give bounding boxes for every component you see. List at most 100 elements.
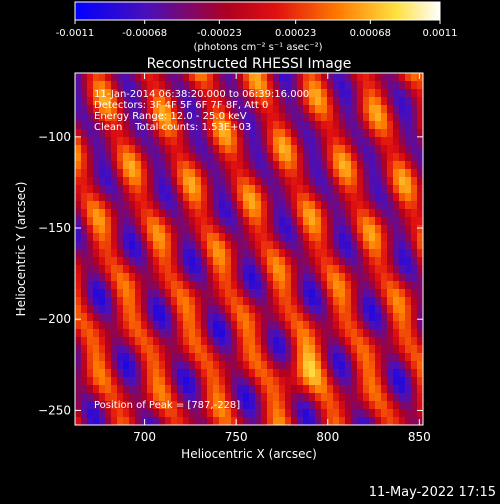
heatmap-cell [147, 129, 154, 138]
heatmap-cell [111, 361, 118, 370]
heatmap-cell [141, 337, 148, 346]
heatmap-cell [375, 201, 382, 210]
heatmap-cell [219, 329, 226, 338]
heatmap-cell [339, 97, 346, 106]
heatmap-cell [135, 193, 142, 202]
heatmap-cell [177, 201, 184, 210]
heatmap-cell [201, 105, 208, 114]
heatmap-cell [393, 153, 400, 162]
heatmap-cell [75, 345, 82, 354]
heatmap-cell [225, 153, 232, 162]
heatmap-cell [387, 361, 394, 370]
heatmap-cell [141, 377, 148, 386]
heatmap-cell [243, 393, 250, 402]
heatmap-cell [195, 249, 202, 258]
heatmap-cell [327, 81, 334, 90]
heatmap-cell [93, 353, 100, 362]
heatmap-cell [177, 249, 184, 258]
heatmap-cell [219, 241, 226, 250]
heatmap-cell [81, 337, 88, 346]
heatmap-cell [315, 257, 322, 266]
heatmap-cell [75, 249, 82, 258]
heatmap-cell [387, 145, 394, 154]
heatmap-cell [111, 105, 118, 114]
axis-ticks: 700 750 800 850−100−150−200−250 [38, 73, 431, 444]
heatmap-cell [357, 273, 364, 282]
heatmap-cell [153, 265, 160, 274]
heatmap-cell [345, 113, 352, 122]
heatmap-cell [165, 281, 172, 290]
heatmap-cell [153, 369, 160, 378]
heatmap-cell [261, 233, 268, 242]
heatmap-cell [237, 177, 244, 186]
heatmap-cell [81, 161, 88, 170]
heatmap-cell [93, 409, 100, 418]
heatmap-cell [405, 249, 412, 258]
y-tick-label: −200 [38, 312, 71, 326]
heatmap-cell [129, 249, 136, 258]
heatmap-cell [213, 377, 220, 386]
heatmap-cell [255, 153, 262, 162]
heatmap-cell [129, 393, 136, 402]
heatmap-cell [327, 393, 334, 402]
heatmap-cell [225, 249, 232, 258]
heatmap-cell [129, 169, 136, 178]
heatmap-cell [321, 81, 328, 90]
heatmap-cell [381, 385, 388, 394]
heatmap-cell [225, 121, 232, 130]
heatmap-cell [219, 225, 226, 234]
heatmap-cell [357, 137, 364, 146]
heatmap-cell [375, 393, 382, 402]
heatmap-cell [369, 289, 376, 298]
heatmap-cell [387, 297, 394, 306]
heatmap-cell [273, 273, 280, 282]
heatmap-cell [87, 105, 94, 114]
heatmap-cell [225, 177, 232, 186]
heatmap-cell [357, 129, 364, 138]
heatmap-cell [75, 361, 82, 370]
heatmap-cell [345, 161, 352, 170]
heatmap-cell [201, 257, 208, 266]
heatmap-cell [393, 329, 400, 338]
heatmap-cell [417, 81, 423, 90]
heatmap-cell [189, 241, 196, 250]
heatmap-cell [225, 281, 232, 290]
heatmap-cell [243, 337, 250, 346]
heatmap-cell [399, 393, 406, 402]
heatmap-cell [381, 281, 388, 290]
heatmap-cell [93, 377, 100, 386]
heatmap-cell [405, 193, 412, 202]
heatmap-cell [321, 369, 328, 378]
heatmap-cell [129, 97, 136, 106]
heatmap-cell [321, 145, 328, 154]
heatmap-cell [183, 241, 190, 250]
heatmap-cell [369, 129, 376, 138]
heatmap-cell [375, 297, 382, 306]
heatmap-cell [195, 401, 202, 410]
heatmap-cell [231, 305, 238, 314]
heatmap-cell [81, 73, 88, 82]
heatmap-cell [369, 401, 376, 410]
heatmap-cell [327, 345, 334, 354]
heatmap-cell [417, 169, 423, 178]
heatmap-cell [111, 241, 118, 250]
heatmap-cell [177, 185, 184, 194]
heatmap-cell [165, 201, 172, 210]
heatmap-cell [303, 329, 310, 338]
heatmap-cell [183, 249, 190, 258]
heatmap-cell [297, 249, 304, 258]
heatmap-cell [399, 241, 406, 250]
heatmap-cell [177, 241, 184, 250]
heatmap-cell [75, 313, 82, 322]
heatmap-cell [387, 321, 394, 330]
heatmap-cell [297, 257, 304, 266]
heatmap-cell [243, 153, 250, 162]
heatmap-cell [201, 177, 208, 186]
heatmap-cell [141, 185, 148, 194]
heatmap-cell [291, 273, 298, 282]
heatmap-cell [303, 217, 310, 226]
heatmap-cell [243, 97, 250, 106]
heatmap-cell [417, 233, 423, 242]
heatmap-cell [183, 281, 190, 290]
heatmap-cell [315, 153, 322, 162]
